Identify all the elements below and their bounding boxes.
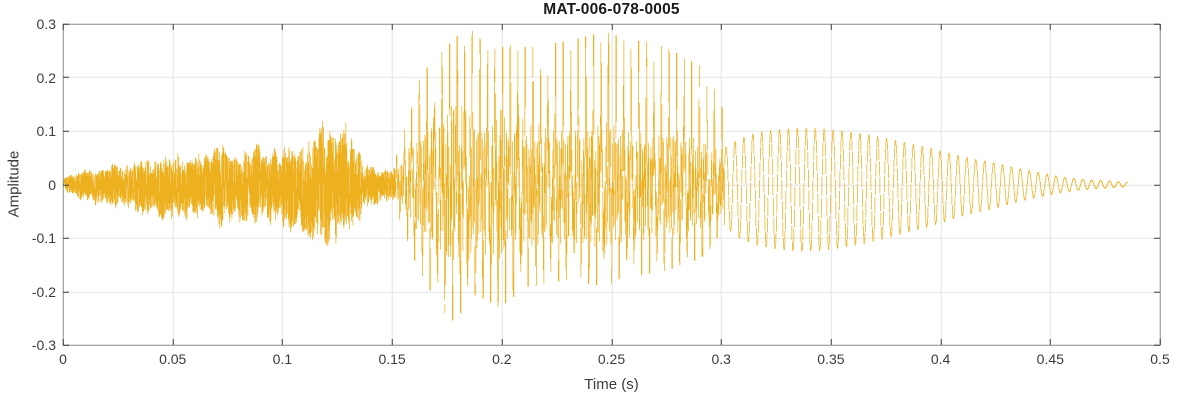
x-tick-label: 0.3 — [711, 351, 731, 367]
x-tick-label: 0.4 — [930, 351, 951, 367]
y-tick-label: -0.2 — [31, 283, 56, 300]
x-tick-label: 0.35 — [817, 351, 845, 367]
x-tick-label: 0 — [59, 351, 67, 367]
x-tick-label: 0.25 — [597, 351, 626, 367]
y-tick-label: 0.2 — [36, 69, 56, 86]
y-tick-label: -0.1 — [31, 230, 56, 246]
x-tick-label: 0.1 — [272, 351, 293, 367]
y-tick-label: -0.3 — [31, 337, 56, 353]
x-tick-label: 0.45 — [1036, 351, 1064, 367]
x-tick-label: 0.05 — [159, 351, 187, 367]
x-tick-label: 0.15 — [378, 351, 406, 367]
y-tick-label: 0.1 — [36, 123, 56, 139]
y-tick-label: 0.3 — [36, 16, 56, 32]
x-tick-label: 0.5 — [1150, 351, 1170, 367]
y-tick-label: 0 — [48, 176, 56, 193]
x-tick-label: 0.2 — [492, 351, 512, 367]
x-axis-label: Time (s) — [584, 376, 639, 393]
chart-title: MAT-006-078-0005 — [543, 1, 680, 18]
